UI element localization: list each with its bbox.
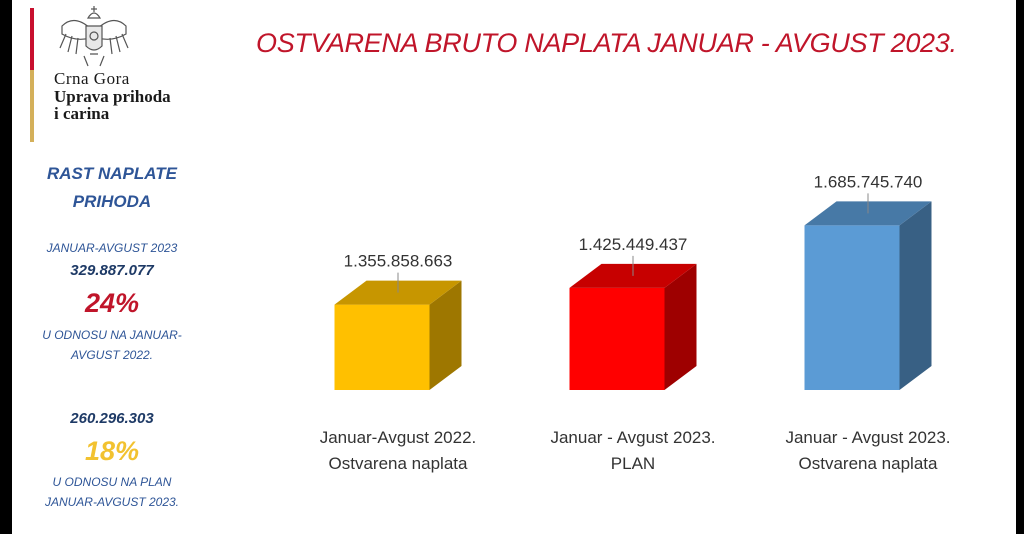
category-label-2: Januar - Avgust 2023. PLAN [513, 425, 753, 477]
bar-front-1 [334, 304, 430, 390]
category-label-1-line-2: Ostvarena naplata [328, 454, 468, 473]
brand-stripe-red [30, 8, 34, 70]
bar-chart-canvas: 1.355.858.663 1.425.449.437 1.685.745.740 [334, 172, 932, 390]
category-label-2-line-2: PLAN [610, 454, 656, 473]
bar-side-3 [899, 201, 932, 390]
growth-vs-prior-amount: 329.887.077 [70, 262, 154, 279]
bar-top-1 [334, 280, 462, 305]
growth-title: RAST NAPLATE PRIHODA [12, 160, 212, 216]
bar-side-1 [429, 280, 462, 390]
growth-vs-prior-note-2: AVGUST 2022. [70, 348, 154, 362]
growth-vs-prior-note-1: U ODNOSU NA JANUAR- [42, 328, 182, 342]
org-name-line2: i carina [54, 104, 110, 123]
page-title: OSTVARENA BRUTO NAPLATA JANUAR - AVGUST … [256, 28, 957, 58]
growth-title-line1: RAST NAPLATE [46, 164, 177, 183]
growth-vs-plan-amount: 260.296.303 [70, 410, 154, 427]
org-country: Crna Gora [54, 69, 130, 88]
bar-chart: 1.355.858.663 1.425.449.437 1.685.745.740 … [222, 150, 1016, 490]
category-label-1: Januar-Avgust 2022. Ostvarena naplata [278, 425, 518, 477]
coat-of-arms-icon [59, 6, 129, 67]
growth-period: JANUAR-AVGUST 2023 [46, 241, 178, 255]
bar-top-2 [569, 263, 697, 288]
growth-vs-prior-percent: 24% [84, 288, 140, 318]
bar-front-2 [569, 287, 665, 390]
category-label-1-line-1: Januar-Avgust 2022. [319, 428, 477, 447]
category-label-3: Januar - Avgust 2023. Ostvarena naplata [748, 425, 988, 477]
data-label-1: 1.355.858.663 [344, 252, 453, 271]
growth-title-line2: PRIHODA [72, 192, 152, 211]
category-label-2-line-1: Januar - Avgust 2023. [550, 428, 716, 447]
category-label-3-line-1: Januar - Avgust 2023. [785, 428, 951, 447]
brand-stripe-gold [30, 70, 34, 142]
slide: Crna Gora Uprava prihoda i carina OSTVAR… [12, 0, 1016, 534]
data-label-3: 1.685.745.740 [814, 172, 923, 191]
bar-front-3 [804, 225, 900, 390]
category-label-3-line-2: Ostvarena naplata [798, 454, 938, 473]
organization-name: Crna Gora Uprava prihoda i carina [54, 69, 171, 123]
growth-vs-plan-note-2: JANUAR-AVGUST 2023. [44, 495, 180, 509]
growth-vs-plan-percent: 18% [84, 436, 140, 466]
growth-vs-plan-note-1: U ODNOSU NA PLAN [52, 475, 172, 489]
bar-side-2 [664, 263, 697, 390]
org-name-line1: Uprava prihoda [54, 87, 171, 106]
data-label-2: 1.425.449.437 [579, 235, 688, 254]
